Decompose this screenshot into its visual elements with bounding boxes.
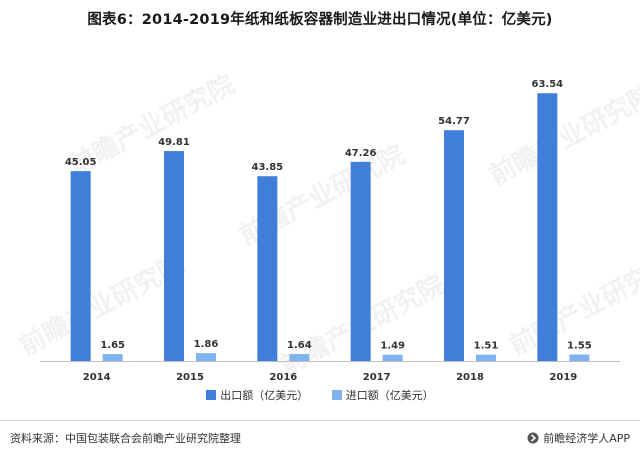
data-label-export: 54.77 bbox=[438, 116, 470, 127]
bar-import bbox=[289, 354, 310, 361]
data-label-import: 1.65 bbox=[100, 340, 125, 351]
bar-export bbox=[350, 161, 371, 361]
x-tick-label: 2017 bbox=[363, 372, 391, 383]
footer-divider bbox=[0, 420, 640, 421]
bar-export bbox=[70, 171, 91, 361]
data-label-export: 49.81 bbox=[158, 137, 190, 148]
legend-item-export: 出口额（亿美元） bbox=[206, 387, 308, 403]
legend-label-import: 进口额（亿美元） bbox=[345, 389, 434, 402]
bar-import bbox=[382, 354, 403, 361]
x-tick-label: 2014 bbox=[83, 372, 111, 383]
bar-import bbox=[476, 354, 496, 361]
chart-title: 图表6：2014-2019年纸和纸板容器制造业进出口情况(单位：亿美元) bbox=[87, 12, 553, 28]
bar-import bbox=[196, 353, 216, 361]
legend-label-export: 出口额（亿美元） bbox=[220, 389, 309, 402]
data-label-import: 1.64 bbox=[287, 340, 312, 351]
legend-swatch-export bbox=[206, 390, 217, 400]
bar-export bbox=[444, 130, 464, 361]
x-tick-label: 2018 bbox=[456, 372, 484, 383]
data-label-export: 47.26 bbox=[345, 148, 377, 159]
bar-export bbox=[537, 93, 558, 361]
data-label-export: 45.05 bbox=[65, 157, 97, 168]
data-label-import: 1.86 bbox=[194, 339, 219, 350]
forward-arrow-icon bbox=[527, 432, 539, 444]
data-label-import: 1.55 bbox=[567, 340, 592, 351]
legend-item-import: 进口额（亿美元） bbox=[331, 387, 434, 403]
x-tick-label: 2019 bbox=[549, 372, 577, 383]
brand: 前瞻经济学人APP bbox=[527, 430, 630, 446]
data-label-import: 1.49 bbox=[380, 341, 405, 352]
bar-import bbox=[102, 354, 123, 361]
source-note: 资料来源：中国包装联合会前瞻产业研究院整理 bbox=[10, 432, 241, 445]
x-tick-label: 2016 bbox=[269, 372, 297, 383]
legend: 出口额（亿美元） 进口额（亿美元） bbox=[0, 387, 640, 403]
bar-chart: 45.05 1.65 2014 49.81 1.86 2015 43.85 1.64 2016 4… bbox=[40, 79, 620, 383]
data-label-import: 1.51 bbox=[474, 341, 499, 352]
brand-label: 前瞻经济学人APP bbox=[543, 432, 630, 445]
x-tick-label: 2015 bbox=[176, 372, 204, 383]
bar-import bbox=[569, 354, 590, 361]
bar-export bbox=[257, 176, 278, 361]
legend-swatch-import bbox=[331, 390, 342, 400]
data-label-export: 63.54 bbox=[532, 79, 564, 90]
data-label-export: 43.85 bbox=[252, 162, 284, 173]
bar-export bbox=[164, 151, 184, 361]
